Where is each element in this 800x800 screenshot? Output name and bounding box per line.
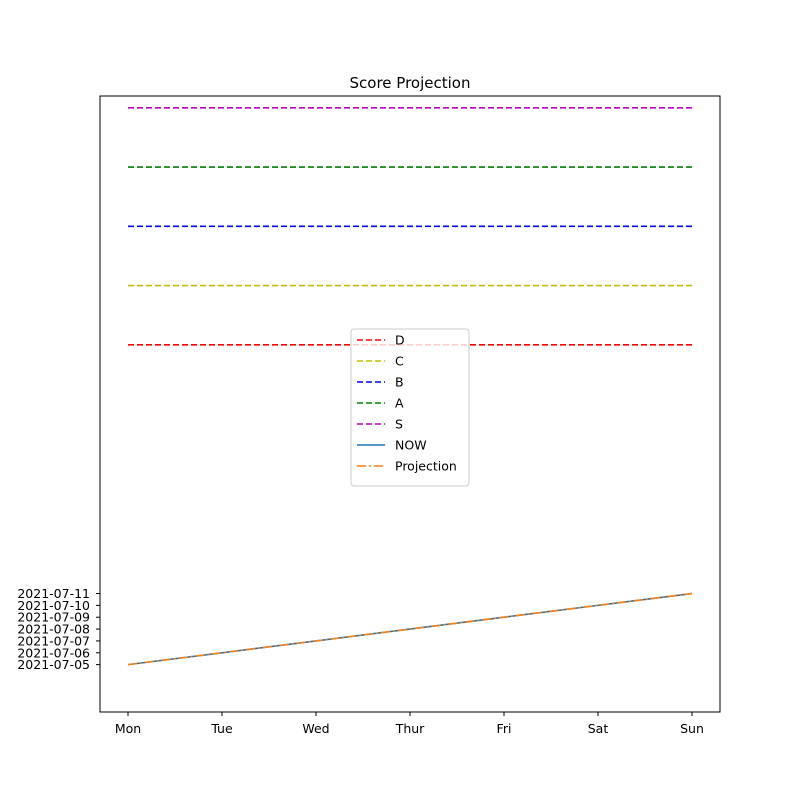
x-tick-label: Mon: [115, 721, 141, 736]
y-tick-label: 2021-07-06: [17, 645, 90, 660]
series-layer: [127, 107, 693, 666]
legend-label-s: S: [395, 417, 403, 432]
x-axis: Mon Tue Wed Thur Fri Sat Sun: [115, 712, 704, 736]
y-tick-label: 2021-07-05: [17, 657, 90, 672]
x-tick-label: Thur: [395, 721, 425, 736]
x-tick-label: Sun: [680, 721, 704, 736]
legend-box: [350, 328, 470, 487]
legend-label-c: C: [395, 354, 404, 369]
y-tick-label: 2021-07-10: [17, 598, 90, 613]
legend-label-b: B: [395, 375, 404, 390]
y-tick-label: 2021-07-07: [17, 633, 90, 648]
x-tick-label: Wed: [302, 721, 329, 736]
y-axis: 2021-07-052021-07-062021-07-072021-07-08…: [17, 586, 100, 672]
y-tick-label: 2021-07-11: [17, 586, 90, 601]
legend-label-a: A: [395, 396, 404, 411]
legend-label-d: D: [395, 333, 405, 348]
y-tick-label: 2021-07-08: [17, 622, 90, 637]
x-tick-label: Sat: [588, 721, 609, 736]
series-line-projection: [127, 592, 693, 666]
x-tick-label: Fri: [497, 721, 512, 736]
x-tick-label: Tue: [210, 721, 233, 736]
legend-label-projection: Projection: [395, 459, 457, 474]
legend-label-now: NOW: [395, 438, 427, 453]
chart-title: Score Projection: [350, 74, 471, 92]
y-tick-label: 2021-07-09: [17, 610, 90, 625]
